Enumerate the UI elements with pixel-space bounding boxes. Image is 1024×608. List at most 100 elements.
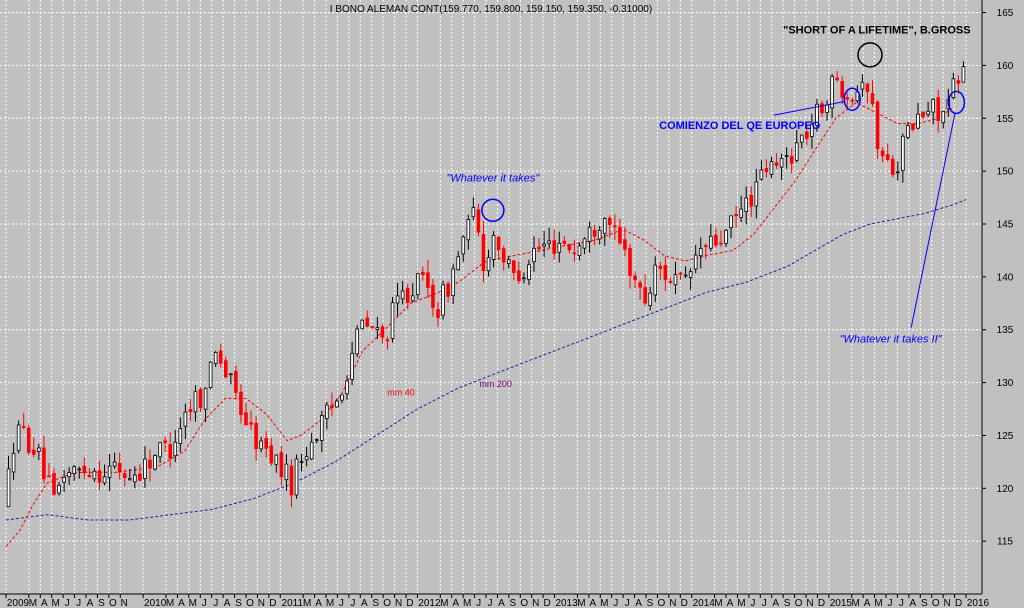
x-tick-label: J [750, 598, 755, 608]
candle [870, 80, 875, 107]
candle [16, 420, 21, 454]
candle [198, 387, 203, 413]
candle [618, 218, 622, 246]
candle [638, 280, 642, 300]
candle [269, 437, 274, 466]
candle [552, 229, 556, 260]
candle [37, 443, 41, 461]
y-tick-label: 140 [997, 272, 1014, 283]
highlight-circle [481, 198, 505, 223]
candle [234, 365, 238, 400]
candle [127, 468, 132, 481]
candle [309, 432, 314, 461]
candle [92, 468, 97, 483]
highlight-circle [947, 90, 966, 115]
highlight-circle [843, 87, 861, 112]
x-tick-label: J [476, 598, 481, 608]
candle [789, 148, 794, 174]
candle [97, 460, 102, 491]
x-tick-label: A [361, 598, 368, 608]
x-tick-label: S [372, 598, 379, 608]
candle [42, 435, 46, 484]
candle [148, 449, 152, 482]
candle [173, 430, 178, 463]
candle [405, 283, 410, 310]
candle [506, 256, 511, 269]
candle [370, 325, 375, 330]
x-tick-label: N [258, 598, 265, 608]
annotation-label: "SHORT OF A LIFETIME", B.GROSS [783, 25, 970, 37]
candle [87, 467, 92, 478]
candle [223, 356, 228, 379]
candle [764, 159, 769, 178]
candle [653, 256, 658, 303]
candle [800, 134, 804, 149]
candle [875, 100, 880, 159]
annotation-label: mm 200 [479, 379, 512, 389]
x-tick-label: J [350, 598, 355, 608]
candle [289, 459, 294, 508]
candles-layer [6, 61, 966, 508]
x-tick-label: 2011 [282, 598, 304, 608]
candle [663, 256, 668, 291]
grid-layer [0, 0, 982, 594]
candle [244, 402, 248, 426]
candle [602, 217, 607, 246]
candle [330, 392, 334, 417]
candle [446, 281, 450, 303]
x-tick-label: M [737, 598, 745, 608]
candle [577, 242, 582, 261]
highlight-circle [857, 42, 883, 68]
candle [259, 436, 263, 453]
candle [193, 385, 198, 422]
candle [112, 452, 117, 469]
x-tick-label: J [202, 598, 207, 608]
candle [628, 243, 632, 289]
candle [102, 464, 107, 486]
y-tick-label: 135 [997, 325, 1014, 336]
candle [72, 464, 76, 481]
candle [26, 424, 31, 455]
y-tick-label: 145 [997, 220, 1014, 231]
candle [890, 154, 895, 178]
candle [410, 283, 415, 303]
candle [107, 453, 112, 491]
candle [759, 159, 764, 181]
candle [522, 272, 526, 284]
candle [117, 452, 122, 480]
candle [805, 124, 809, 146]
candle [486, 249, 491, 277]
candle [774, 153, 779, 169]
x-tick-label: M [189, 598, 197, 608]
candle [365, 310, 370, 328]
candle [421, 266, 425, 281]
x-tick-label: M [714, 598, 722, 608]
x-tick-label: J [625, 598, 630, 608]
candle [961, 61, 966, 83]
x-tick-label: J [488, 598, 493, 608]
candle [57, 482, 61, 496]
candle [340, 394, 344, 404]
candle [431, 278, 435, 317]
candle [597, 225, 602, 245]
x-tick-label: S [510, 598, 517, 608]
x-tick-label: M [852, 598, 860, 608]
x-tick-label: 2014 [693, 598, 716, 608]
candle [572, 239, 577, 262]
x-tick-label: M [874, 598, 882, 608]
candle [744, 186, 748, 225]
x-tick-label: M [29, 598, 37, 608]
candle [921, 111, 925, 120]
candle [32, 437, 36, 458]
candle [734, 205, 738, 228]
candle [810, 113, 814, 149]
candle [501, 245, 506, 271]
x-tick-label: A [178, 598, 185, 608]
candle [203, 387, 208, 423]
x-tick-label: N [121, 598, 128, 608]
candle [739, 195, 743, 223]
candle [698, 237, 703, 269]
annotation-label: "Whatever it takes II" [840, 333, 943, 345]
candle [325, 401, 329, 430]
